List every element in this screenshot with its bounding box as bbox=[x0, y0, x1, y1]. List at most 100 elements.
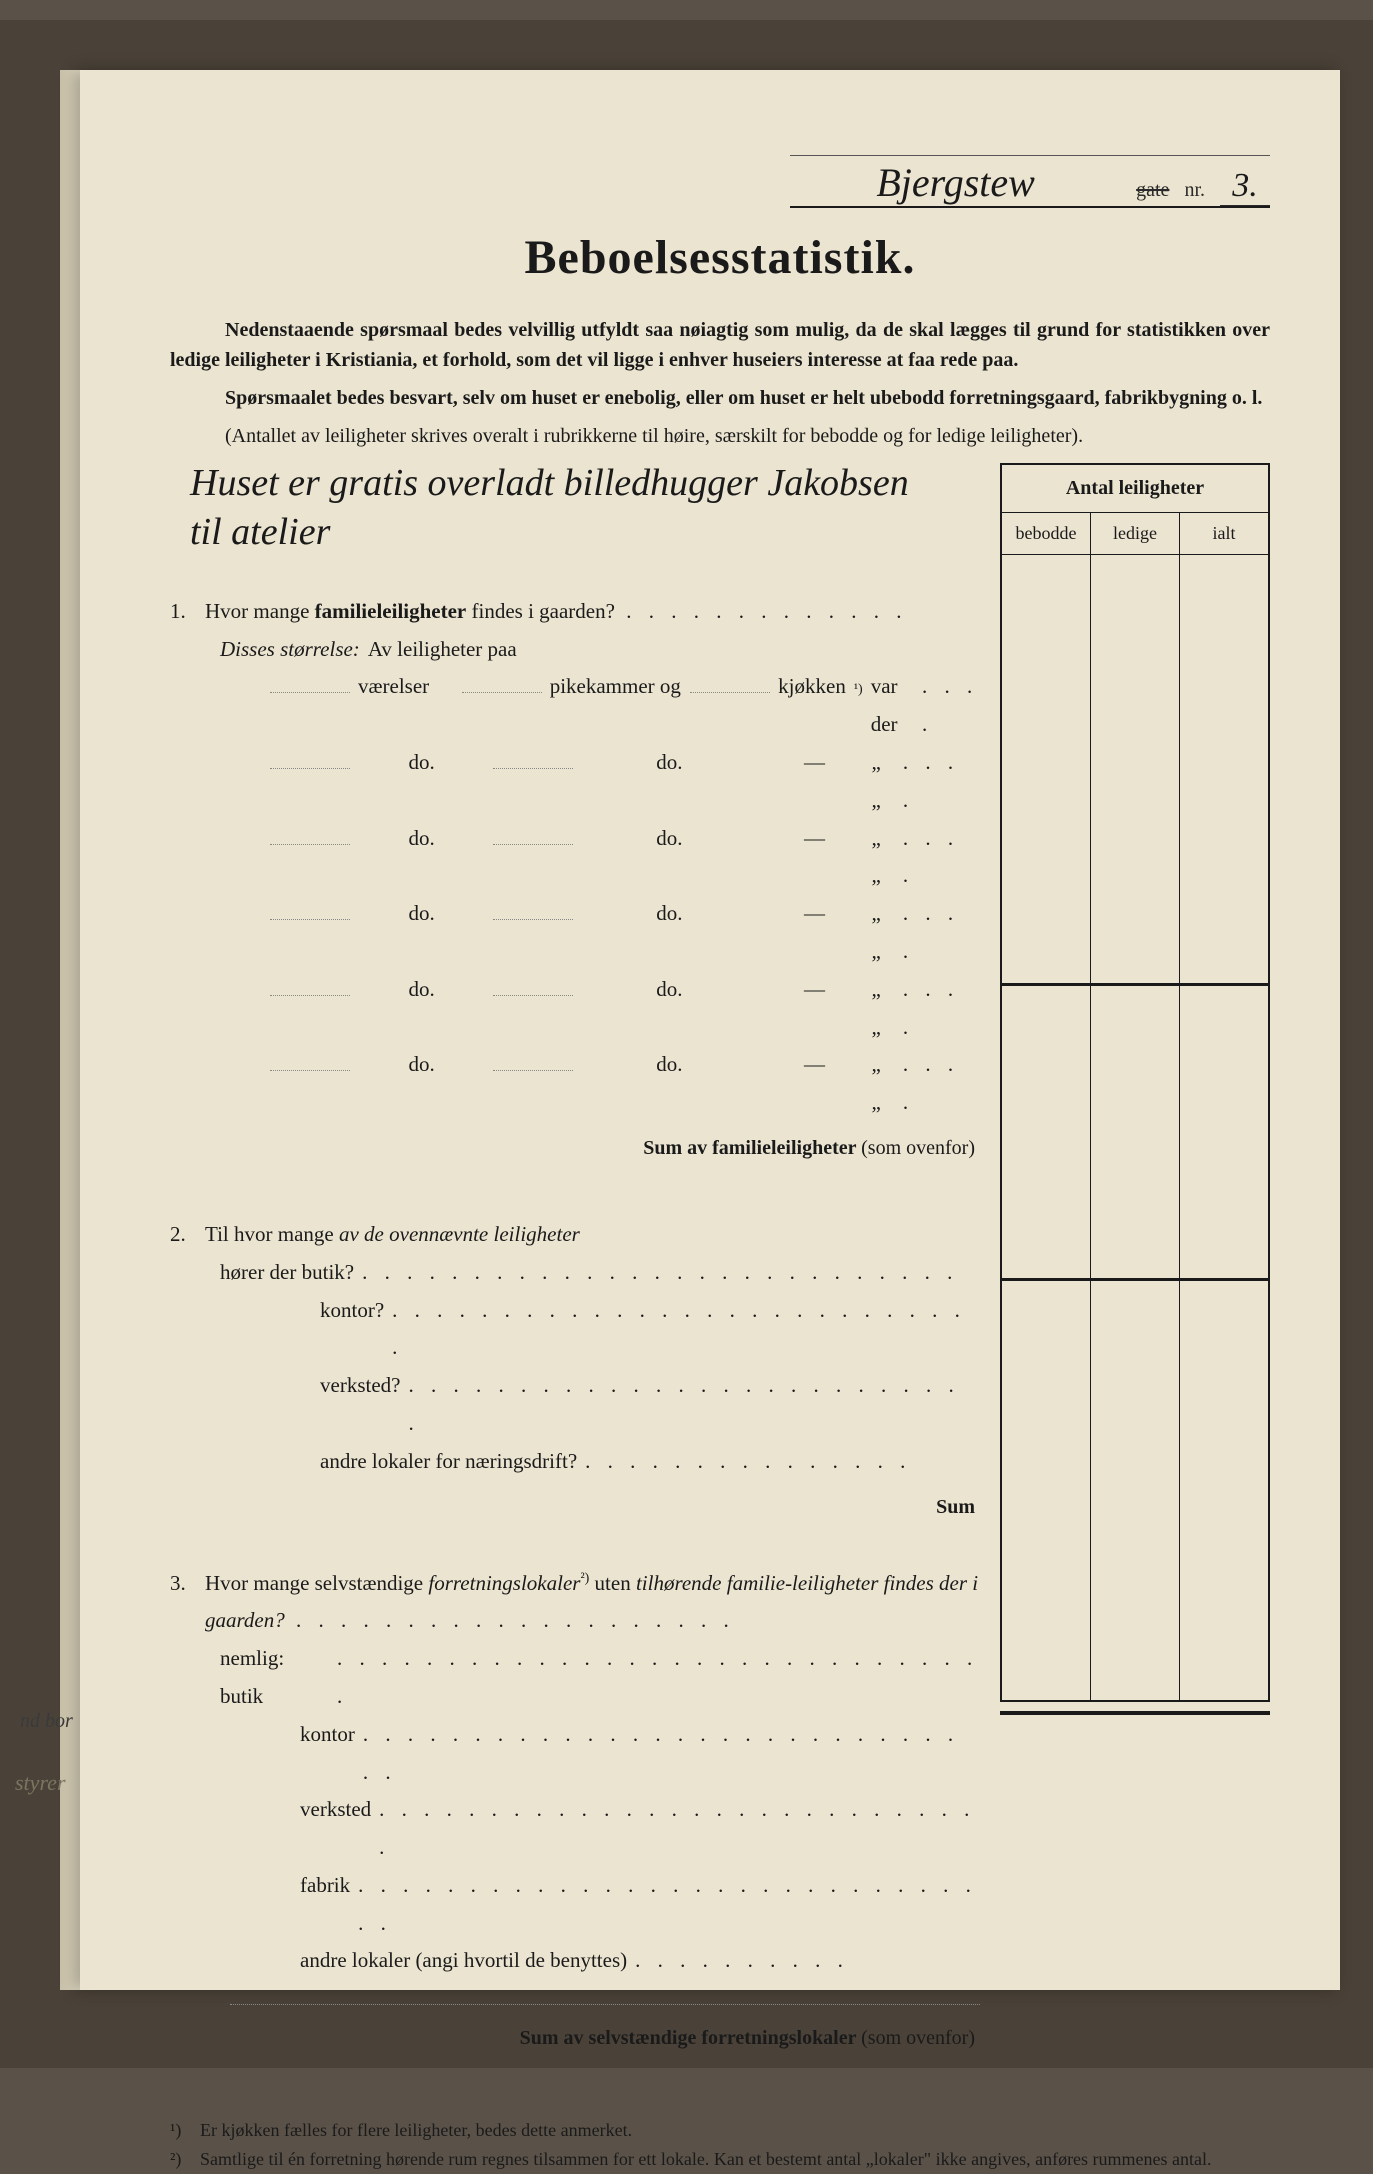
quotes: „ „ bbox=[871, 971, 894, 1047]
q3-fabrik: fabrik . . . . . . . . . . . . . . . . .… bbox=[170, 1867, 980, 1943]
table-col-2 bbox=[1091, 555, 1180, 1700]
content-area: Antal leiligheter bebodde ledige ialt bbox=[170, 463, 1270, 2057]
row-dots: . . . . bbox=[903, 820, 980, 896]
fn1-text: Er kjøkken fælles for flere leiligheter,… bbox=[200, 2116, 632, 2145]
q3-andre: andre lokaler (angi hvortil de benyttes)… bbox=[170, 1942, 980, 1980]
dash: — bbox=[766, 895, 864, 933]
q1-row-do1: do. do. — „ „ . . . . bbox=[170, 744, 980, 820]
q1-row-main: værelser pikekammer og kjøkken¹) var der… bbox=[170, 668, 980, 744]
q1-num: 1. bbox=[170, 593, 205, 631]
blank bbox=[493, 1050, 573, 1071]
page-wrapper: Sammendrag av personlisterne for huset n… bbox=[0, 20, 1373, 2068]
q1-row-do3: do. do. — „ „ . . . . bbox=[170, 895, 980, 971]
q3-sup: ²) bbox=[580, 1571, 589, 1586]
blank-1 bbox=[270, 672, 350, 693]
q1-disses: Disses størrelse: Av leiligheter paa bbox=[170, 631, 980, 669]
quotes: „ „ bbox=[871, 1046, 894, 1122]
table-col-1 bbox=[1002, 555, 1091, 1700]
dots: . . . . . . . . . . . . . . . . . . . . … bbox=[337, 1640, 980, 1716]
intro-p3: (Antallet av leiligheter skrives overalt… bbox=[170, 421, 1270, 451]
blank bbox=[493, 975, 573, 996]
blank bbox=[270, 899, 350, 920]
table-box: Antal leiligheter bebodde ledige ialt bbox=[1000, 463, 1270, 1702]
intro-p2: Spørsmaalet bedes besvart, selv om huset… bbox=[170, 383, 1270, 413]
q2-verksted-text: verksted? bbox=[320, 1367, 400, 1405]
q3-italic: forretningslokaler bbox=[428, 1571, 580, 1595]
q3-blank-line bbox=[170, 1980, 980, 2005]
blank-long bbox=[230, 1980, 980, 2005]
row-dots: . . . . bbox=[922, 668, 980, 744]
question-1: 1. Hvor mange familieleiligheter findes … bbox=[170, 593, 980, 1166]
q1-dots: . . . . . . . . . . . . . bbox=[615, 599, 908, 623]
do2: do. bbox=[581, 971, 757, 1009]
dots: . . . . . . . . . . . . . . . . . . . . … bbox=[358, 1867, 980, 1943]
q2-butik: hører der butik? . . . . . . . . . . . .… bbox=[170, 1254, 980, 1292]
house-number-handwritten: 3. bbox=[1220, 167, 1270, 206]
vaer: værelser bbox=[358, 668, 454, 706]
q1-sum-b: (som ovenfor) bbox=[861, 1137, 975, 1159]
q1-text: Hvor mange familieleiligheter findes i g… bbox=[205, 593, 980, 631]
dash: — bbox=[766, 971, 864, 1009]
do: do. bbox=[358, 744, 485, 782]
blank bbox=[270, 824, 350, 845]
street-name-handwritten: Bjergstew bbox=[790, 159, 1121, 206]
quotes: „ „ bbox=[871, 820, 894, 896]
q3-verksted-text: verksted bbox=[300, 1791, 371, 1829]
do: do. bbox=[358, 820, 485, 858]
nr-label: nr. bbox=[1184, 179, 1205, 202]
col-ledige: ledige bbox=[1091, 513, 1180, 554]
q3-b: uten bbox=[589, 1571, 636, 1595]
q3-nemlig-text: nemlig: butik bbox=[220, 1640, 329, 1716]
question-2: 2. Til hvor mange av de ovennævnte leili… bbox=[170, 1216, 980, 1525]
q2-kontor-text: kontor? bbox=[320, 1292, 384, 1330]
q1-b: findes i gaarden? bbox=[466, 599, 615, 623]
do2: do. bbox=[581, 895, 757, 933]
av-label: Av leiligheter paa bbox=[368, 631, 517, 669]
do: do. bbox=[358, 971, 485, 1009]
dots: . . . . . . . . . . . . . . . . . . . . … bbox=[363, 1716, 980, 1792]
table-divider-3 bbox=[1000, 1711, 1270, 1715]
do: do. bbox=[358, 895, 485, 933]
do2: do. bbox=[581, 744, 757, 782]
intro-p1: Nedenstaaende spørsmaal bedes velvillig … bbox=[170, 315, 1270, 375]
q1-sum-a: Sum av familieleiligheter bbox=[643, 1137, 861, 1159]
q3-num: 3. bbox=[170, 1565, 205, 1603]
col-bebodde: bebodde bbox=[1002, 513, 1091, 554]
page-title: Beboelsesstatistik. bbox=[170, 230, 1270, 285]
blank-3 bbox=[690, 672, 770, 693]
dash: — bbox=[766, 820, 864, 858]
q2-butik-text: hører der butik? bbox=[220, 1254, 354, 1292]
fn2-mark: ²) bbox=[170, 2145, 190, 2174]
table-header: Antal leiligheter bbox=[1002, 465, 1268, 513]
header-line: Bjergstew gate nr. 3. bbox=[790, 155, 1270, 208]
intro-p2-text: Spørsmaalet bedes besvart, selv om huset… bbox=[225, 387, 1262, 409]
q3-sum-a: Sum av selvstændige forretningslokaler bbox=[520, 2027, 862, 2049]
fn2-text: Samtlige til én forretning hørende rum r… bbox=[200, 2145, 1212, 2174]
dots: . . . . . . . . . . . . . . . . . . . . … bbox=[362, 1254, 958, 1292]
dots: . . . . . . . . . . . . . . . . . . . . … bbox=[392, 1292, 980, 1368]
blank bbox=[270, 748, 350, 769]
table-divider-1 bbox=[1000, 983, 1270, 986]
q2-sum: Sum bbox=[170, 1489, 980, 1525]
blank-2 bbox=[462, 672, 542, 693]
q2-text: Til hvor mange av de ovennævnte leilighe… bbox=[205, 1216, 980, 1254]
footnotes: ¹) Er kjøkken fælles for flere leilighet… bbox=[170, 2116, 1270, 2174]
q1-row-do4: do. do. — „ „ . . . . bbox=[170, 971, 980, 1047]
table-body bbox=[1002, 555, 1268, 1700]
pike: pikekammer og bbox=[550, 668, 682, 706]
quotes: „ „ bbox=[871, 744, 894, 820]
fn1-mark: ¹) bbox=[170, 2116, 190, 2145]
q3-kontor-text: kontor bbox=[300, 1716, 355, 1754]
q2-line1: 2. Til hvor mange av de ovennævnte leili… bbox=[170, 1216, 980, 1254]
q3-verksted: verksted . . . . . . . . . . . . . . . .… bbox=[170, 1791, 980, 1867]
do2: do. bbox=[581, 1046, 757, 1084]
table-divider-2 bbox=[1000, 1278, 1270, 1281]
gate-strikethrough: gate bbox=[1136, 179, 1169, 202]
disses-label: Disses størrelse: bbox=[220, 631, 360, 669]
q3-sum-b: (som ovenfor) bbox=[861, 2027, 975, 2049]
table-column-headers: bebodde ledige ialt bbox=[1002, 513, 1268, 555]
q3-kontor: kontor . . . . . . . . . . . . . . . . .… bbox=[170, 1716, 980, 1792]
q2-italic: av de ovennævnte leiligheter bbox=[339, 1222, 580, 1246]
dash: — bbox=[766, 1046, 864, 1084]
q3-andre-text: andre lokaler (angi hvortil de benyttes) bbox=[300, 1942, 627, 1980]
